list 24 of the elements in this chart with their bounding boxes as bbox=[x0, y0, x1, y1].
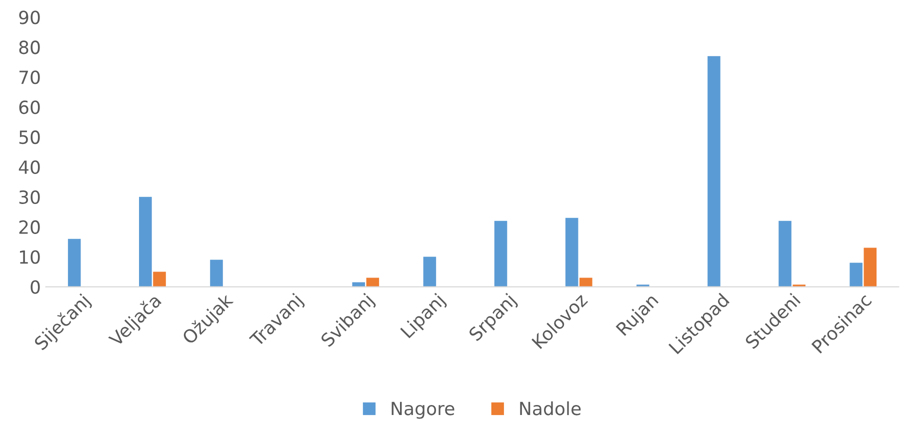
y-tick-label: 30 bbox=[19, 190, 40, 204]
bar bbox=[864, 248, 877, 287]
legend-label: Nadole bbox=[520, 401, 581, 416]
bar bbox=[708, 56, 720, 287]
y-tick-label: 0 bbox=[30, 280, 40, 294]
bar bbox=[210, 260, 223, 287]
y-tick-label: 50 bbox=[19, 130, 40, 144]
y-tick-label: 60 bbox=[19, 100, 40, 114]
bar bbox=[423, 256, 436, 287]
y-tick-label: 70 bbox=[19, 70, 40, 84]
bar bbox=[778, 220, 792, 287]
bar bbox=[139, 196, 152, 287]
y-tick-label: 90 bbox=[19, 10, 40, 24]
y-tick-label: 80 bbox=[19, 40, 40, 54]
bar bbox=[579, 278, 592, 287]
bar bbox=[850, 262, 862, 287]
legend-label: Nagore bbox=[392, 402, 454, 419]
bar bbox=[494, 220, 508, 287]
y-tick-label: 40 bbox=[18, 160, 40, 174]
y-tick-label: 10 bbox=[20, 250, 40, 264]
y-tick-label: 20 bbox=[19, 220, 40, 234]
bar bbox=[565, 218, 578, 287]
bar bbox=[68, 238, 81, 287]
bar bbox=[153, 272, 166, 287]
